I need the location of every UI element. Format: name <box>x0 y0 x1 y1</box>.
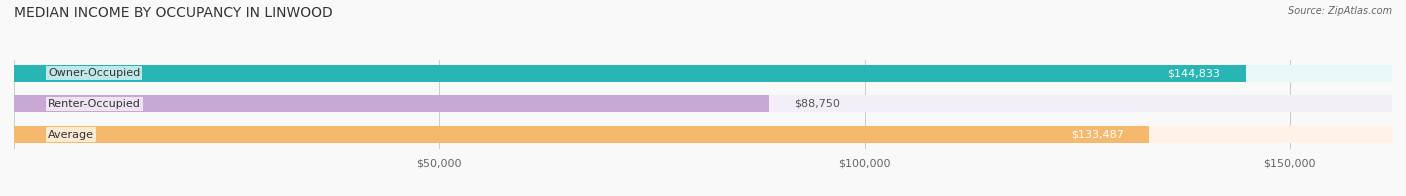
Text: MEDIAN INCOME BY OCCUPANCY IN LINWOOD: MEDIAN INCOME BY OCCUPANCY IN LINWOOD <box>14 6 333 20</box>
Bar <box>14 65 1246 82</box>
Text: Owner-Occupied: Owner-Occupied <box>48 68 141 78</box>
Bar <box>14 126 1150 143</box>
Text: $144,833: $144,833 <box>1167 68 1220 78</box>
Text: Average: Average <box>48 130 94 140</box>
Text: $88,750: $88,750 <box>794 99 841 109</box>
Text: $133,487: $133,487 <box>1071 130 1123 140</box>
Bar <box>14 126 1392 143</box>
Text: Renter-Occupied: Renter-Occupied <box>48 99 141 109</box>
Bar <box>14 95 769 112</box>
Bar <box>14 95 1392 112</box>
Text: Source: ZipAtlas.com: Source: ZipAtlas.com <box>1288 6 1392 16</box>
Bar <box>14 65 1392 82</box>
